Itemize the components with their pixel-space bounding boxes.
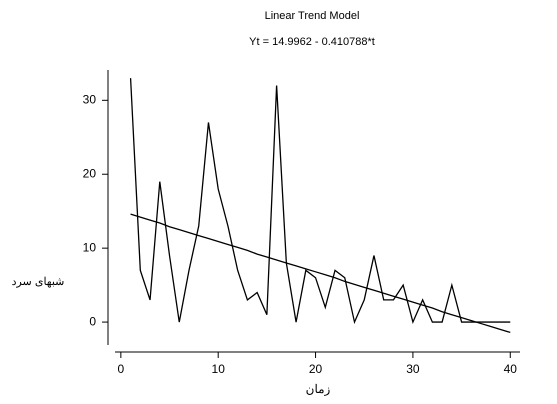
x-tick-label: 30 bbox=[406, 362, 420, 376]
chart-subtitle: Yt = 14.9962 - 0.410788*t bbox=[249, 36, 375, 48]
y-axis-label: شبهای سرد bbox=[12, 276, 65, 288]
chart-title: Linear Trend Model bbox=[265, 10, 360, 22]
line-series bbox=[129, 78, 511, 325]
x-tick-label: 20 bbox=[309, 362, 323, 376]
x-tick-label: 0 bbox=[117, 362, 124, 376]
y-tick-label: 10 bbox=[83, 240, 97, 254]
x-tick-label: 10 bbox=[212, 362, 226, 376]
y-tick-label: 20 bbox=[83, 166, 97, 180]
y-tick-label: 30 bbox=[83, 92, 97, 106]
line-series bbox=[130, 213, 511, 334]
x-tick-label: 40 bbox=[504, 362, 518, 376]
y-tick-label: 0 bbox=[89, 314, 96, 328]
x-axis-label: زمان bbox=[306, 382, 331, 396]
